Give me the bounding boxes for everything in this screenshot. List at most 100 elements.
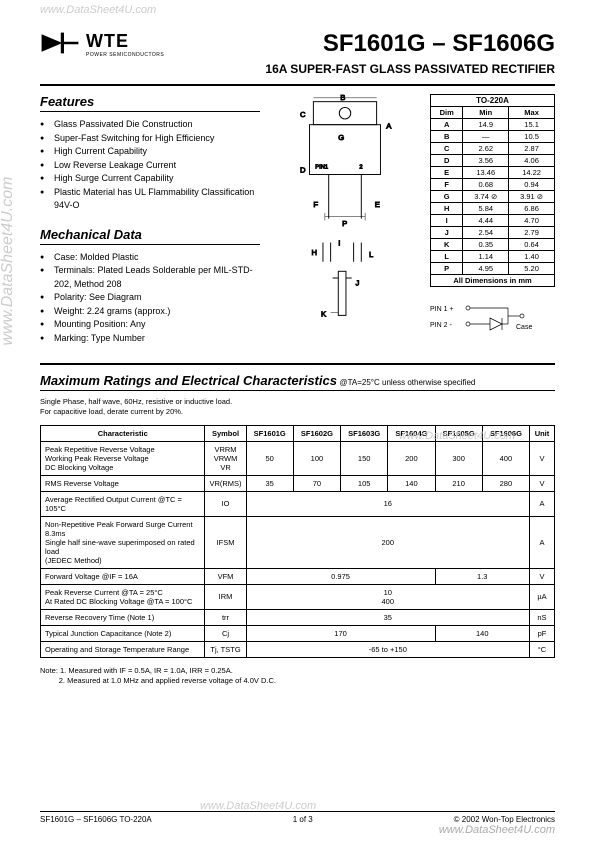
table-cell: Peak Repetitive Reverse VoltageWorking P… bbox=[41, 441, 205, 475]
table-cell: 4.06 bbox=[509, 155, 555, 167]
table-header: SF1602G bbox=[293, 425, 340, 441]
table-cell: VR(RMS) bbox=[205, 475, 246, 491]
table-row: C2.622.87 bbox=[431, 143, 555, 155]
table-cell: 70 bbox=[293, 475, 340, 491]
table-header: SF1601G bbox=[246, 425, 293, 441]
table-cell: J bbox=[431, 227, 463, 239]
watermark-center: www.DataSheet4U.com bbox=[399, 430, 515, 442]
table-cell: 400 bbox=[482, 441, 529, 475]
list-item: Mounting Position: Any bbox=[40, 318, 260, 332]
table-cell: 0.35 bbox=[463, 239, 509, 251]
divider bbox=[40, 244, 260, 245]
table-cell: 4.95 bbox=[463, 263, 509, 275]
footer-right: © 2002 Won-Top Electronics bbox=[454, 815, 555, 824]
table-row: J2.542.79 bbox=[431, 227, 555, 239]
table-cell: 15.1 bbox=[509, 119, 555, 131]
table-cell: V bbox=[529, 568, 554, 584]
table-cell: trr bbox=[205, 609, 246, 625]
diode-icon bbox=[40, 30, 80, 58]
divider bbox=[40, 84, 555, 86]
svg-text:2: 2 bbox=[359, 165, 362, 171]
table-cell: Typical Junction Capacitance (Note 2) bbox=[41, 625, 205, 641]
page-footer: SF1601G – SF1606G TO-220A 1 of 3 © 2002 … bbox=[40, 811, 555, 824]
table-cell: Peak Reverse Current @TA = 25°CAt Rated … bbox=[41, 584, 205, 609]
table-cell: 280 bbox=[482, 475, 529, 491]
footer-left: SF1601G – SF1606G TO-220A bbox=[40, 815, 152, 824]
table-cell: 35 bbox=[246, 475, 293, 491]
table-cell: 5.20 bbox=[509, 263, 555, 275]
pin1-label: PIN 1 + bbox=[430, 306, 454, 313]
table-cell: 16 bbox=[246, 491, 529, 516]
product-subtitle: 16A SUPER-FAST GLASS PASSIVATED RECTIFIE… bbox=[40, 62, 555, 76]
table-cell: K bbox=[431, 239, 463, 251]
divider bbox=[40, 111, 260, 112]
table-row: K0.350.64 bbox=[431, 239, 555, 251]
table-cell: 14.9 bbox=[463, 119, 509, 131]
table-cell: 1.40 bbox=[509, 251, 555, 263]
table-cell: C bbox=[431, 143, 463, 155]
table-cell: 300 bbox=[435, 441, 482, 475]
table-cell: Non-Repetitive Peak Forward Surge Curren… bbox=[41, 516, 205, 568]
note-1: Note: 1. Measured with IF = 0.5A, IR = 1… bbox=[40, 666, 555, 677]
table-cell: 210 bbox=[435, 475, 482, 491]
table-cell: 100 bbox=[293, 441, 340, 475]
table-cell: RMS Reverse Voltage bbox=[41, 475, 205, 491]
table-cell: G bbox=[431, 191, 463, 203]
table-cell: 140 bbox=[388, 475, 435, 491]
list-item: Weight: 2.24 grams (approx.) bbox=[40, 305, 260, 319]
table-cell: IO bbox=[205, 491, 246, 516]
list-item: Glass Passivated Die Construction bbox=[40, 118, 260, 132]
table-cell: 1.3 bbox=[435, 568, 529, 584]
pin2-label: PIN 2 - bbox=[430, 322, 452, 329]
list-item: Polarity: See Diagram bbox=[40, 291, 260, 305]
part-number-title: SF1601G – SF1606G bbox=[323, 30, 555, 58]
table-cell: I bbox=[431, 215, 463, 227]
table-header: Min bbox=[463, 107, 509, 119]
features-list: Glass Passivated Die ConstructionSuper-F… bbox=[40, 118, 260, 213]
table-cell: 3.91 ⊘ bbox=[509, 191, 555, 203]
package-outline-drawing: PIN1 2 B A C G D F E P bbox=[280, 94, 410, 326]
table-cell: µA bbox=[529, 584, 554, 609]
table-header: Symbol bbox=[205, 425, 246, 441]
list-item: Plastic Material has UL Flammability Cla… bbox=[40, 186, 260, 213]
table-cell: VRRMVRWMVR bbox=[205, 441, 246, 475]
table-cell: F bbox=[431, 179, 463, 191]
logo-brand: WTE bbox=[86, 31, 164, 52]
table-row: P4.955.20 bbox=[431, 263, 555, 275]
table-cell: 10.5 bbox=[509, 131, 555, 143]
list-item: Super-Fast Switching for High Efficiency bbox=[40, 132, 260, 146]
table-row: H5.846.86 bbox=[431, 203, 555, 215]
table-cell: — bbox=[463, 131, 509, 143]
table-cell: 14.22 bbox=[509, 167, 555, 179]
table-row: A14.915.1 bbox=[431, 119, 555, 131]
table-cell: B bbox=[431, 131, 463, 143]
table-cell: IFSM bbox=[205, 516, 246, 568]
table-cell: pF bbox=[529, 625, 554, 641]
table-cell: 3.56 bbox=[463, 155, 509, 167]
table-cell: -65 to +150 bbox=[246, 641, 529, 657]
table-header: Unit bbox=[529, 425, 554, 441]
footer-center: 1 of 3 bbox=[293, 815, 313, 824]
svg-text:P: P bbox=[342, 219, 347, 228]
table-cell: V bbox=[529, 441, 554, 475]
table-cell: A bbox=[431, 119, 463, 131]
svg-text:F: F bbox=[313, 200, 318, 209]
logo-subtitle: POWER SEMICONDUCTORS bbox=[86, 52, 164, 58]
mechanical-list: Case: Molded PlasticTerminals: Plated Le… bbox=[40, 251, 260, 346]
table-cell: 105 bbox=[341, 475, 388, 491]
case-label: Case bbox=[516, 324, 532, 331]
company-logo: WTE POWER SEMICONDUCTORS bbox=[40, 30, 164, 58]
table-cell: 13.46 bbox=[463, 167, 509, 179]
svg-text:K: K bbox=[321, 309, 327, 318]
table-cell: 3.74 ⊘ bbox=[463, 191, 509, 203]
svg-text:PIN1: PIN1 bbox=[315, 165, 328, 171]
max-desc-2: For capacitive load, derate current by 2… bbox=[40, 407, 555, 417]
svg-text:A: A bbox=[386, 122, 392, 131]
max-desc-1: Single Phase, half wave, 60Hz, resistive… bbox=[40, 397, 555, 407]
divider bbox=[40, 390, 555, 391]
table-cell: °C bbox=[529, 641, 554, 657]
table-cell: 2.87 bbox=[509, 143, 555, 155]
svg-text:J: J bbox=[356, 279, 360, 288]
table-cell: Average Rectified Output Current @TC = 1… bbox=[41, 491, 205, 516]
table-cell: V bbox=[529, 475, 554, 491]
